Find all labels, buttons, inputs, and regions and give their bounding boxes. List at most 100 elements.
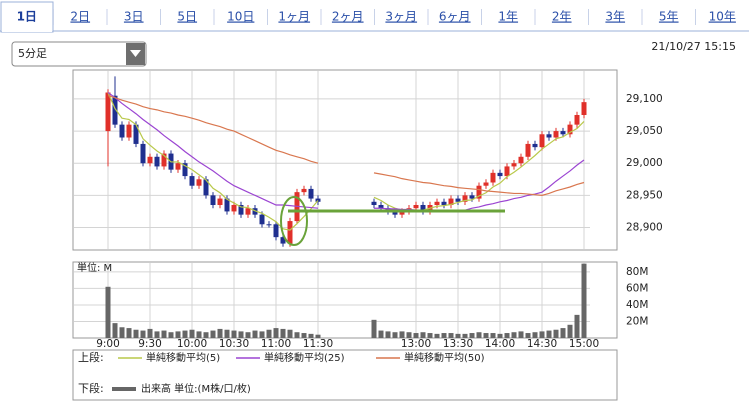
candle-body xyxy=(497,172,503,177)
candle-body xyxy=(140,143,146,164)
candle-body xyxy=(252,208,258,215)
x-tick-label: 11:30 xyxy=(303,338,333,350)
volume-bar xyxy=(224,329,230,338)
volume-bar xyxy=(455,333,461,338)
tab[interactable]: 2ヶ月 xyxy=(332,10,364,24)
tab[interactable]: 3日 xyxy=(124,10,144,24)
y-tick-label: 29,100 xyxy=(626,93,663,105)
candle-body xyxy=(448,198,454,205)
candle-body xyxy=(455,198,461,202)
volume-bar xyxy=(406,332,412,338)
tab[interactable]: 2日 xyxy=(70,10,90,24)
x-tick-label: 9:30 xyxy=(138,338,162,350)
tab[interactable]: 5日 xyxy=(177,10,197,24)
y-tick-label: 28,950 xyxy=(626,189,663,201)
volume-bar xyxy=(420,332,426,338)
volume-bar xyxy=(154,331,160,338)
volume-bar xyxy=(245,332,251,338)
x-tick-label: 15:00 xyxy=(569,338,599,350)
volume-bar xyxy=(147,328,153,338)
tab[interactable]: 1年 xyxy=(498,10,518,24)
candle-body xyxy=(525,143,531,157)
candle-body xyxy=(266,224,272,226)
volume-bar xyxy=(266,329,272,338)
legend-box xyxy=(72,349,618,401)
tab[interactable]: 1ヶ月 xyxy=(278,10,310,24)
tab[interactable]: 5年 xyxy=(659,10,679,24)
x-tick-label: 10:00 xyxy=(177,338,207,350)
candle-body xyxy=(301,188,307,193)
candle-body xyxy=(308,188,314,199)
x-tick-label: 14:30 xyxy=(527,338,557,350)
volume-bar xyxy=(105,286,111,338)
candle-body xyxy=(245,208,251,215)
volume-bar xyxy=(539,331,545,338)
volume-bar xyxy=(392,332,398,338)
tab[interactable]: 3ヶ月 xyxy=(385,10,417,24)
candle-body xyxy=(147,156,153,164)
legend-label: 上段: xyxy=(78,350,104,364)
volume-bar xyxy=(504,333,510,338)
volume-bar xyxy=(553,329,559,338)
candle-body xyxy=(392,211,398,215)
candle-body xyxy=(399,211,405,215)
volume-bar xyxy=(238,331,244,338)
x-tick-label: 10:30 xyxy=(219,338,249,350)
candle-body xyxy=(196,179,202,186)
volume-bar xyxy=(168,332,174,338)
legend-entry: 出来高 単位:(M株/口/枚) xyxy=(141,382,251,395)
tab[interactable]: 1日 xyxy=(17,10,37,24)
volume-bar xyxy=(525,333,531,338)
y-tick-label: 29,000 xyxy=(626,157,663,169)
candle-body xyxy=(231,205,237,212)
volume-bar xyxy=(476,332,482,338)
volume-bar xyxy=(497,333,503,338)
tab[interactable]: 6ヶ月 xyxy=(439,10,471,24)
volume-bar xyxy=(210,330,216,338)
x-tick-label: 11:00 xyxy=(261,338,291,350)
candle-body xyxy=(210,195,216,205)
tab[interactable]: 2年 xyxy=(552,10,572,24)
active-tab-box xyxy=(0,1,54,33)
candle-body xyxy=(413,205,419,209)
candle-body xyxy=(378,205,384,209)
candle-body xyxy=(567,124,573,135)
volume-bar xyxy=(546,330,552,338)
volume-bar xyxy=(308,333,314,338)
candle-body xyxy=(224,198,230,212)
candle-body xyxy=(546,134,552,138)
interval-select[interactable] xyxy=(11,41,147,67)
x-tick-label: 14:00 xyxy=(485,338,515,350)
volume-bar xyxy=(203,332,209,338)
tab[interactable]: 10年 xyxy=(709,10,736,24)
volume-bar xyxy=(385,331,391,338)
volume-bar xyxy=(140,330,146,338)
candle-body xyxy=(315,198,321,202)
candle-body xyxy=(105,92,111,132)
volume-bar xyxy=(371,319,377,338)
candle-body xyxy=(112,95,118,125)
volume-bar xyxy=(182,330,188,338)
volume-bar xyxy=(133,329,139,338)
volume-bar xyxy=(434,333,440,338)
volume-bar xyxy=(189,329,195,338)
candle-body xyxy=(518,156,524,164)
volume-bar xyxy=(567,324,573,338)
tab[interactable]: 3年 xyxy=(605,10,625,24)
tab[interactable]: 10日 xyxy=(227,10,254,24)
volume-bar xyxy=(294,332,300,338)
volume-bar xyxy=(280,328,286,338)
volume-bar xyxy=(399,331,405,338)
interval-label[interactable]: 5分足 xyxy=(18,47,47,60)
candle-body xyxy=(133,124,139,144)
candle-body xyxy=(469,195,475,199)
candle-body xyxy=(154,156,160,167)
candle-body xyxy=(539,134,545,148)
timestamp: 21/10/27 15:15 xyxy=(651,40,736,53)
tab-bar: 1日 2日 3日 5日 10日 1ヶ月 2ヶ月 3ヶ月 6ヶ月 1年 2年 3年 5年 10年 xyxy=(17,9,736,25)
candle-body xyxy=(280,237,286,244)
y-tick-label: 80M xyxy=(626,266,648,278)
y-axis-label: 単位: M xyxy=(77,261,112,274)
candle-body xyxy=(161,153,167,167)
